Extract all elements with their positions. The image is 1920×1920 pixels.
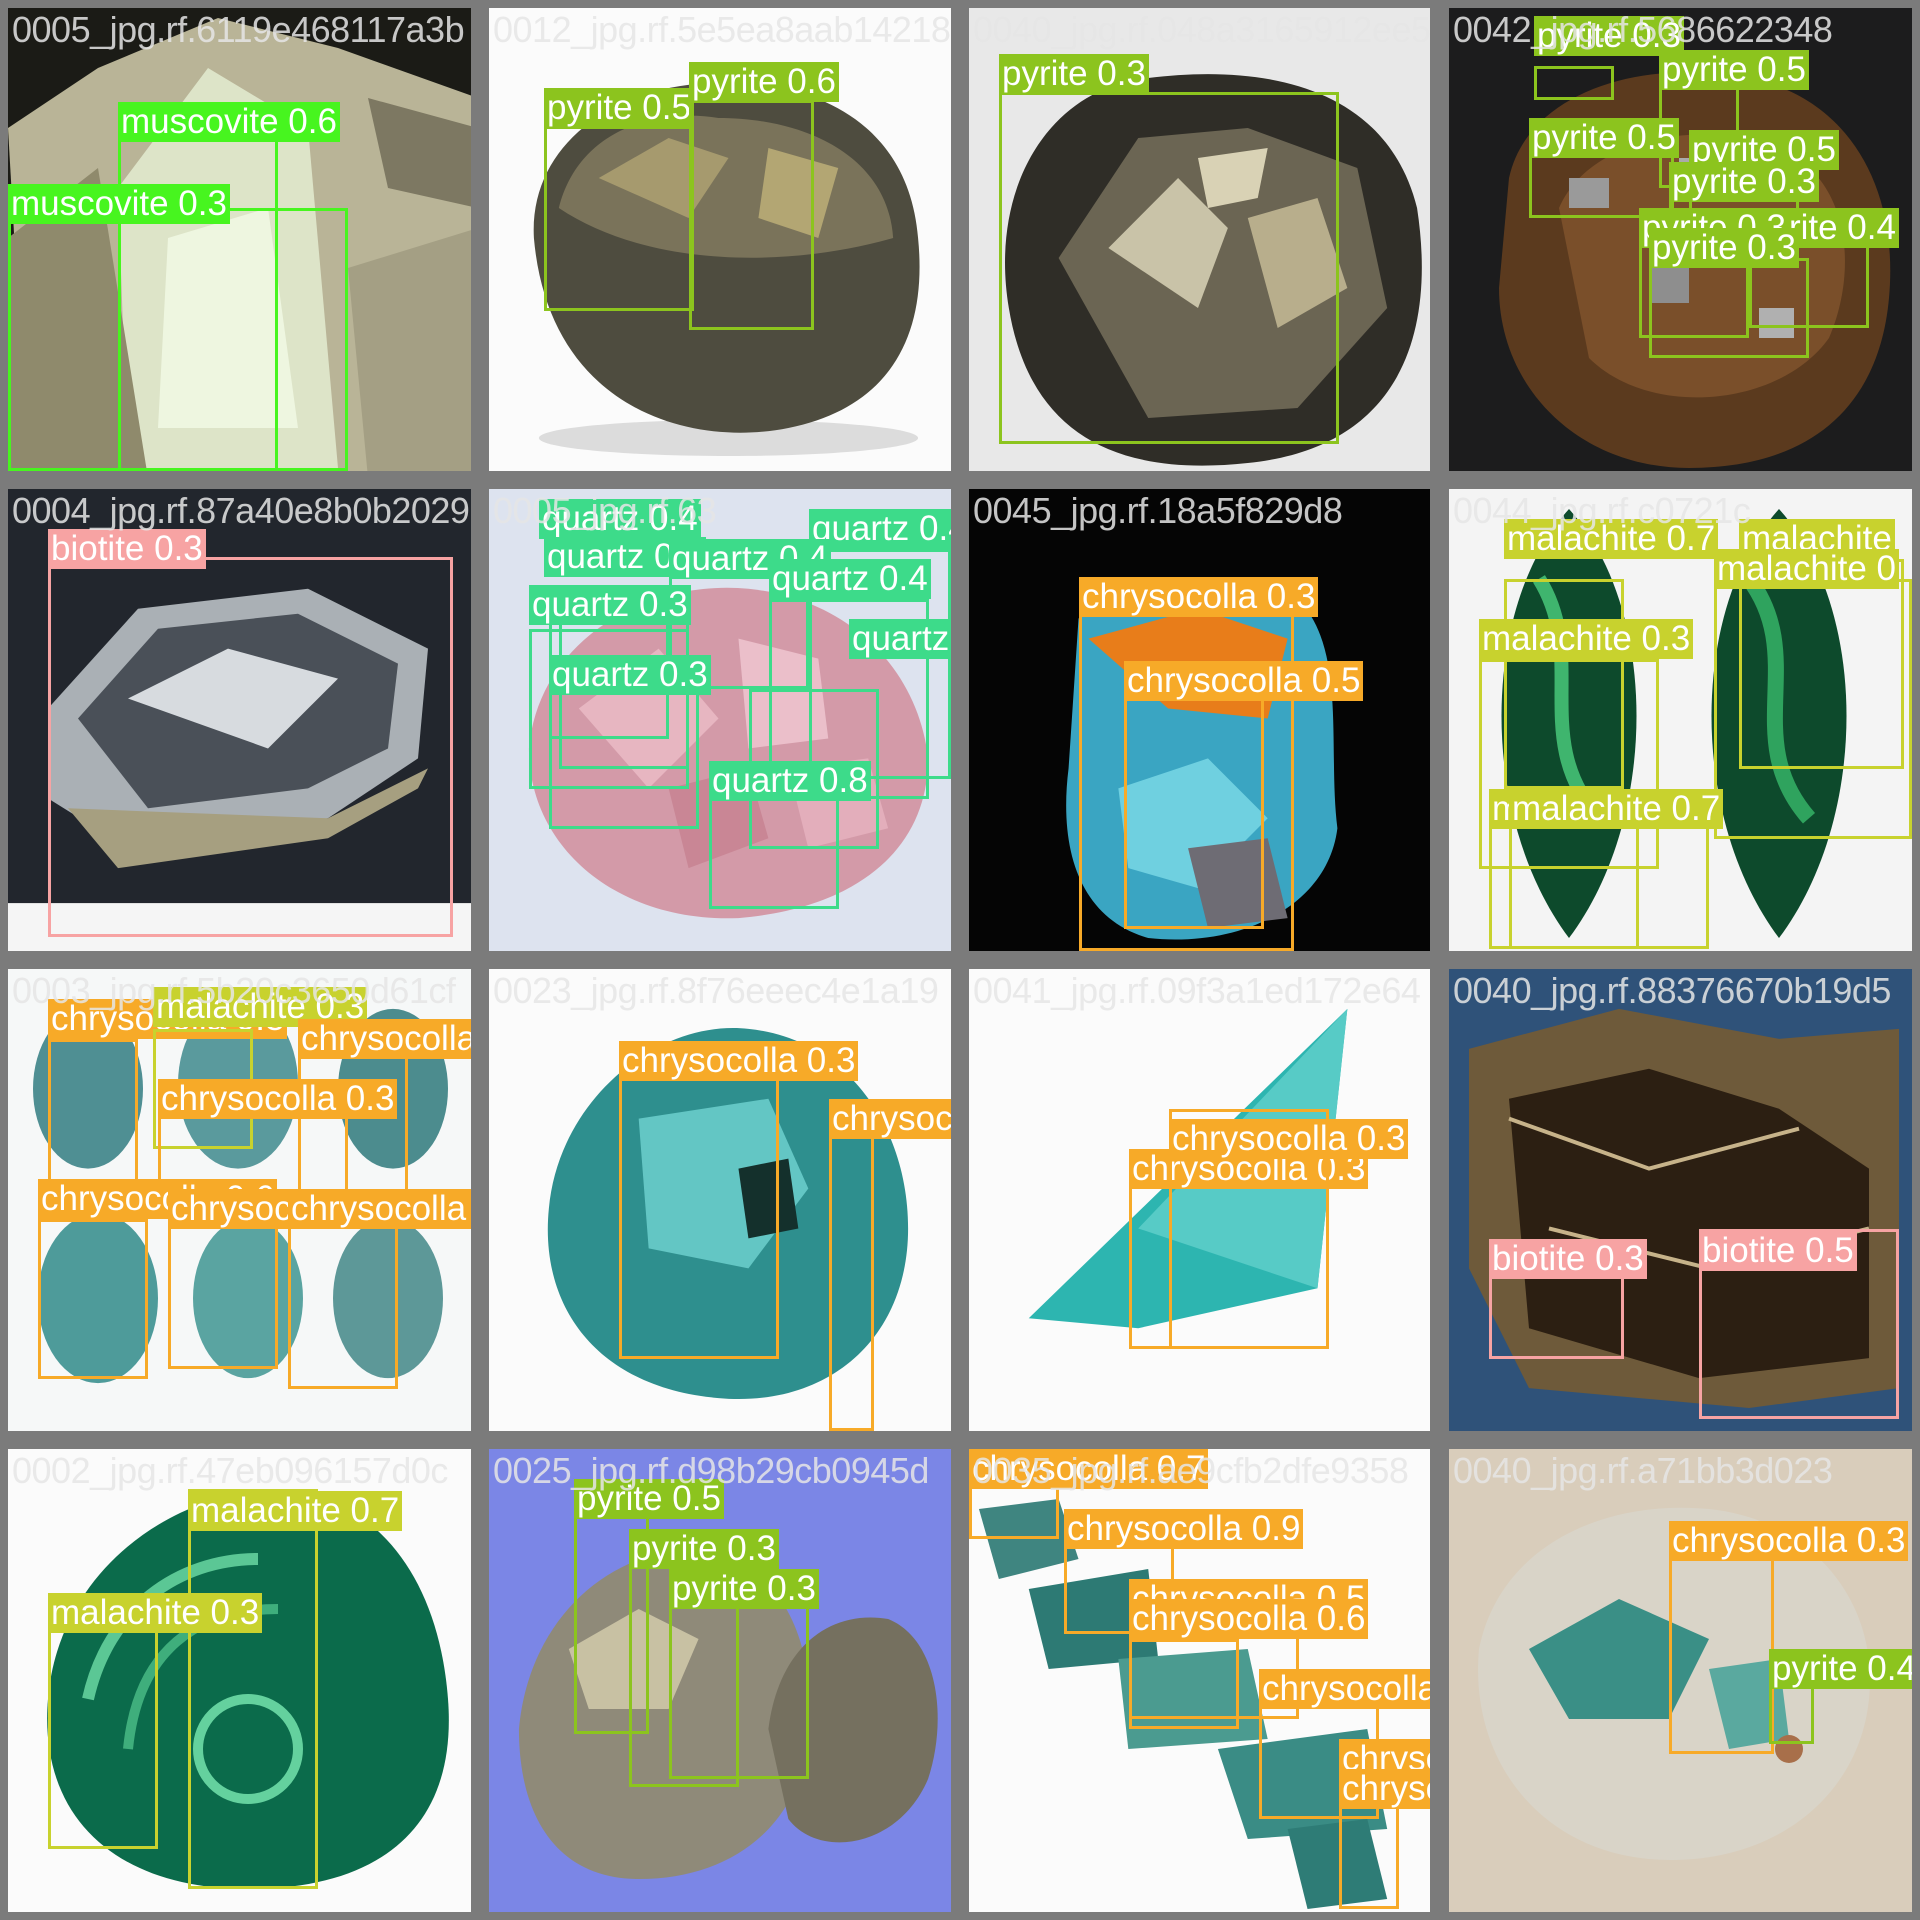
detection-label: muscovite 0.6 (118, 102, 340, 142)
detection-box (1129, 1639, 1239, 1729)
detection-label: chrysocolla 0.3 (158, 1079, 398, 1119)
detection-label: chrysocolla 0.3 (1669, 1521, 1909, 1561)
detection-label: pyrite 0.5 (544, 88, 694, 128)
detection-label: pyrite 0.3 (629, 1529, 779, 1569)
image-tile: malachite 0.7 malachite 0.3 0002_jpg.rf.47… (8, 1449, 471, 1912)
image-tile: biotite 0.3 0004_jpg.rf.87a40e8b0b2029 (8, 489, 471, 951)
detection-label: quartz 0.4 (539, 499, 701, 539)
detection-box (8, 208, 348, 471)
detection-label: pyrite 0.5 (1529, 118, 1679, 158)
detection-label: chrysocolla 0.9 (1064, 1509, 1304, 1549)
detection-label: pyrite 0.3 (1534, 16, 1684, 56)
detection-label: pyrite 0.3 (999, 54, 1149, 94)
detection-label: chrysocolla 0.8 (298, 1019, 471, 1059)
detection-box (1714, 579, 1912, 839)
image-tile: malachite 0.7 malachite malachite 0 malachi… (1449, 489, 1912, 951)
detection-label: quartz 0.3 (549, 655, 711, 695)
detection-box (689, 100, 814, 330)
detection-box (48, 557, 453, 937)
image-tile: biotite 0.3 biotite 0.5 0040_jpg.rf.883766… (1449, 969, 1912, 1431)
detection-box (188, 1489, 318, 1889)
image-tile: pyrite 0.5 pyrite 0.3 pyrite 0.3 0025_jpg.r… (489, 1449, 951, 1912)
image-tile: pyrite 0.3 0040_jpg.rf.048a3165912ee5 (969, 8, 1430, 471)
detection-label: chrysocolla 0.3 (1169, 1119, 1409, 1159)
detection-label: pyrite 0.5 (1659, 50, 1809, 90)
detection-box (529, 629, 689, 789)
detection-box (1169, 1109, 1329, 1349)
image-tile: chrysocolla 0.3 pyrite 0.4 0040_jpg.rf.a71… (1449, 1449, 1912, 1912)
detection-box (1124, 689, 1264, 929)
image-tile: chrysocolla 0.3 chrysocolla 0.3 0041_jpg.r… (969, 969, 1430, 1431)
detection-box (829, 1109, 874, 1431)
image-tile: muscovite 0.6 muscovite 0.3 0005_jpg.rf.61… (8, 8, 471, 471)
detection-box (288, 1219, 398, 1389)
detection-box (38, 1219, 148, 1379)
mineral-photo (8, 8, 471, 471)
detection-label: chrysocolla 0.5 (1124, 661, 1364, 701)
mineral-photo (1449, 969, 1912, 1431)
detection-label: chrysocolla 0.6 (288, 1189, 471, 1229)
detection-label: pyrite 0.5 (574, 1479, 724, 1519)
detection-label: malachite 0.3 (1479, 619, 1694, 659)
detection-label: muscovite 0.3 (8, 184, 230, 224)
detection-box (1669, 1529, 1774, 1754)
detection-label: chrysocolla 0.6 (1129, 1599, 1369, 1639)
detection-box (809, 549, 951, 779)
detection-label: quartz 0.4 (809, 509, 951, 549)
detection-box (1534, 66, 1614, 100)
image-tile: chrysocolla 0.3 chrysocolla 0.5 0045_jpg.r… (969, 489, 1430, 951)
detection-label: chrysocolla 0.7 (1259, 1669, 1430, 1709)
detection-label: malachite 0.7 (188, 1491, 403, 1531)
detection-box (1649, 258, 1809, 358)
detection-box (1479, 659, 1659, 869)
detection-label: pyrite 0.3 (1649, 228, 1799, 268)
detection-label: biotite 0.3 (48, 529, 206, 569)
detection-label: pyrite 0.3 (1669, 162, 1819, 202)
detection-label: biotite 0.3 (1489, 1239, 1647, 1279)
detection-box (48, 1629, 158, 1849)
detection-label: quartz 0.3 (849, 619, 951, 659)
detection-label: malachite 0.3 (48, 1593, 263, 1633)
detection-label: chrysocolla 0.3 (829, 1099, 951, 1139)
detection-label: quartz 0.4 (769, 559, 931, 599)
detection-label: malachite 0.7 (1504, 519, 1719, 559)
image-tile: pyrite 0.5 pyrite 0.6 0012_jpg.rf.5e5ea8aa… (489, 8, 951, 471)
detection-box (1699, 1229, 1899, 1419)
detection-label: chrysocolla 0.7 (969, 1449, 1209, 1489)
detection-box (48, 1039, 138, 1199)
detection-label: chrysocolla 0.3 (619, 1041, 859, 1081)
detection-box (1509, 819, 1709, 949)
detection-label: quartz 0.8 (709, 761, 871, 801)
detection-box (549, 679, 699, 829)
detection-box (1504, 579, 1624, 789)
detection-label: biotite 0.5 (1699, 1231, 1857, 1271)
detection-label: malachite 0.7 (1509, 789, 1724, 829)
detection-label: chrysocolla 0.5 (1339, 1769, 1430, 1809)
detection-box (619, 1049, 779, 1359)
detection-label: pyrite 0.6 (689, 62, 839, 102)
detection-box (544, 126, 694, 311)
detection-box (168, 1219, 278, 1369)
detection-label: quartz 0.3 (529, 585, 691, 625)
detection-label: malachite 0 (1714, 549, 1899, 589)
detection-label: pyrite 0.4 (1769, 1649, 1912, 1689)
detection-box (999, 92, 1339, 444)
image-tile: pyrite 0.3 pyrite 0.5 pyrite 0.5 pyrite 0.5… (1449, 8, 1912, 471)
image-tile: chrysocolla 0.7 chrysocolla 0.9 chrysocoll… (969, 1449, 1430, 1912)
detection-label: pyrite 0.3 (669, 1569, 819, 1609)
mineral-photo (969, 8, 1430, 471)
detection-label: chrysocolla 0.3 (1079, 577, 1319, 617)
